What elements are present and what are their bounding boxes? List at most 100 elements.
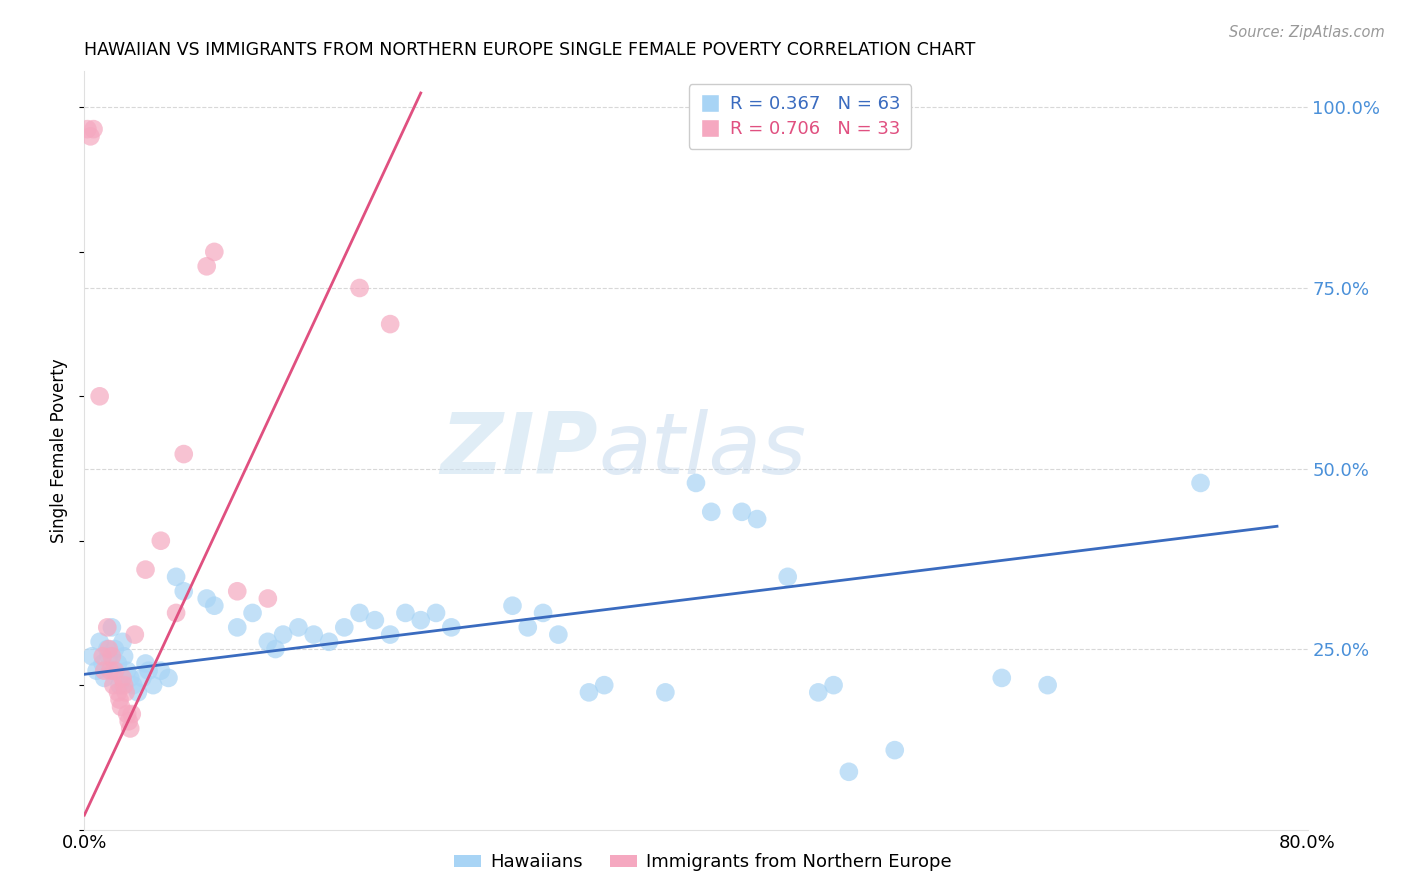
Point <box>149 664 172 678</box>
Point <box>108 692 131 706</box>
Point <box>101 620 124 634</box>
Point <box>202 599 225 613</box>
Point <box>700 505 723 519</box>
Point <box>202 244 225 259</box>
Point <box>173 584 195 599</box>
Point <box>242 606 264 620</box>
Point <box>1036 678 1059 692</box>
Point <box>271 627 294 641</box>
Point <box>165 606 187 620</box>
Point <box>111 635 134 649</box>
Point <box>120 722 142 736</box>
Point <box>112 678 135 692</box>
Point <box>93 671 115 685</box>
Point <box>1189 475 1212 490</box>
Point <box>593 678 616 692</box>
Point <box>807 685 830 699</box>
Point <box>138 664 160 678</box>
Point <box>127 685 149 699</box>
Point <box>97 642 120 657</box>
Point <box>96 642 118 657</box>
Point <box>107 685 129 699</box>
Point <box>264 642 287 657</box>
Point <box>112 649 135 664</box>
Point <box>425 606 447 620</box>
Text: atlas: atlas <box>598 409 806 492</box>
Point <box>149 533 172 548</box>
Y-axis label: Single Female Poverty: Single Female Poverty <box>51 359 69 542</box>
Point <box>83 122 105 136</box>
Point <box>91 649 114 664</box>
Point <box>394 606 416 620</box>
Legend: Hawaiians, Immigrants from Northern Europe: Hawaiians, Immigrants from Northern Euro… <box>447 847 959 879</box>
Point <box>104 642 127 657</box>
Point <box>287 620 309 634</box>
Point <box>121 706 143 721</box>
Point <box>80 649 103 664</box>
Point <box>838 764 860 779</box>
Point <box>131 671 153 685</box>
Point <box>79 129 101 144</box>
Point <box>89 635 111 649</box>
Point <box>107 657 129 671</box>
Point <box>349 606 371 620</box>
Point <box>883 743 905 757</box>
Point <box>104 664 127 678</box>
Text: ZIP: ZIP <box>440 409 598 492</box>
Point <box>731 505 754 519</box>
Point <box>257 591 280 606</box>
Point <box>91 657 114 671</box>
Point <box>226 620 249 634</box>
Point <box>157 671 180 685</box>
Point <box>165 570 187 584</box>
Point <box>502 599 524 613</box>
Point <box>101 649 124 664</box>
Point <box>547 627 569 641</box>
Point <box>257 635 280 649</box>
Point <box>747 512 769 526</box>
Point <box>318 635 340 649</box>
Point <box>114 685 136 699</box>
Point <box>103 664 125 678</box>
Point <box>86 664 108 678</box>
Point <box>89 389 111 403</box>
Point <box>776 570 799 584</box>
Point <box>124 627 146 641</box>
Point <box>531 606 554 620</box>
Point <box>440 620 463 634</box>
Point <box>516 620 538 634</box>
Text: HAWAIIAN VS IMMIGRANTS FROM NORTHERN EUROPE SINGLE FEMALE POVERTY CORRELATION CH: HAWAIIAN VS IMMIGRANTS FROM NORTHERN EUR… <box>84 41 976 59</box>
Point <box>685 475 707 490</box>
Point <box>76 122 98 136</box>
Point <box>380 317 402 331</box>
Point <box>142 678 165 692</box>
Point <box>120 671 142 685</box>
Point <box>349 281 371 295</box>
Point <box>333 620 356 634</box>
Point <box>823 678 845 692</box>
Point <box>96 620 118 634</box>
Point <box>115 664 138 678</box>
Point <box>115 706 138 721</box>
Point <box>364 613 387 627</box>
Point <box>135 563 157 577</box>
Point <box>578 685 600 699</box>
Point <box>93 664 115 678</box>
Point <box>380 627 402 641</box>
Point <box>226 584 249 599</box>
Point <box>195 591 218 606</box>
Legend: R = 0.367   N = 63, R = 0.706   N = 33: R = 0.367 N = 63, R = 0.706 N = 33 <box>689 84 911 149</box>
Point <box>302 627 325 641</box>
Point <box>122 678 145 692</box>
Point <box>195 260 218 274</box>
Point <box>108 678 131 692</box>
Point <box>409 613 432 627</box>
Text: Source: ZipAtlas.com: Source: ZipAtlas.com <box>1229 25 1385 40</box>
Point <box>110 699 132 714</box>
Point <box>98 664 121 678</box>
Point <box>991 671 1014 685</box>
Point <box>111 671 134 685</box>
Point <box>173 447 195 461</box>
Point <box>135 657 157 671</box>
Point <box>97 649 120 664</box>
